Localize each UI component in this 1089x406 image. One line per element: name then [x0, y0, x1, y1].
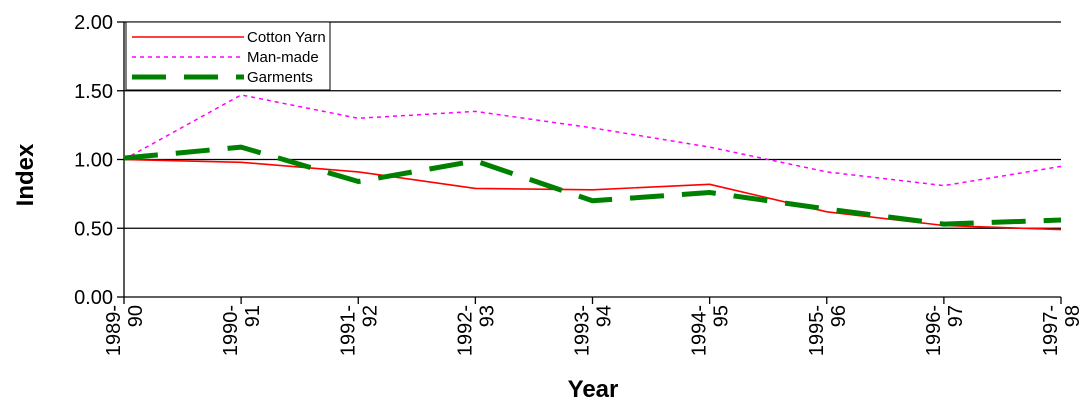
x-tick-label-line1: 1995- — [806, 305, 828, 356]
series-line-garments — [123, 144, 1062, 227]
x-tick-label-line2: 96 — [828, 305, 850, 327]
y-axis-title: Index — [12, 143, 39, 206]
legend-label: Garments — [247, 69, 313, 86]
x-tick-label-line2: 98 — [1062, 305, 1084, 327]
x-tick-label-line1: 1991- — [337, 305, 359, 356]
x-tick-label-line2: 90 — [125, 305, 147, 327]
x-axis-title: Year — [568, 376, 619, 403]
x-tick-label: 1994- 95 — [689, 305, 733, 356]
x-tick-label-line1: 1992- — [454, 305, 476, 356]
x-tick-label-line2: 94 — [594, 305, 616, 327]
x-tick-label-line2: 93 — [476, 305, 498, 327]
y-tick-label: 1.00 — [74, 150, 113, 172]
x-tick-label-line2: 91 — [242, 305, 264, 327]
y-tick-label: 0.00 — [74, 287, 113, 309]
legend-label: Man-made — [247, 49, 319, 66]
x-tick-label: 1993- 94 — [572, 305, 616, 356]
series-lines — [123, 94, 1062, 231]
x-tick-label-line1: 1994- — [689, 305, 711, 356]
x-tick-label-line1: 1997- — [1040, 305, 1062, 356]
x-tick-label: 1995- 96 — [806, 305, 850, 356]
x-tick-label-line2: 97 — [945, 305, 967, 327]
y-tick-label: 2.00 — [74, 12, 113, 34]
x-tick-label-line1: 1990- — [220, 305, 242, 356]
x-tick-label-line1: 1996- — [923, 305, 945, 356]
y-tick-label: 1.50 — [74, 81, 113, 103]
axes — [117, 21, 1062, 304]
x-tick-label-line1: 1993- — [572, 305, 594, 356]
x-tick-label: 1992- 93 — [454, 305, 498, 356]
x-tick-label: 1991- 92 — [337, 305, 381, 356]
y-tick-label: 0.50 — [74, 218, 113, 240]
x-tick-label-line2: 92 — [359, 305, 381, 327]
legend-label: Cotton Yarn — [247, 29, 326, 46]
x-tick-label: 1996- 97 — [923, 305, 967, 356]
x-tick-label: 1997- 98 — [1040, 305, 1084, 356]
x-tick-label: 1990- 91 — [220, 305, 264, 356]
x-tick-label: 1989- 90 — [103, 305, 147, 356]
x-tick-label-line1: 1989- — [103, 305, 125, 356]
series-line-man-made — [123, 94, 1062, 187]
legend: Cotton Yarn Man-made Garments — [125, 21, 331, 91]
x-tick-label-line2: 95 — [711, 305, 733, 327]
